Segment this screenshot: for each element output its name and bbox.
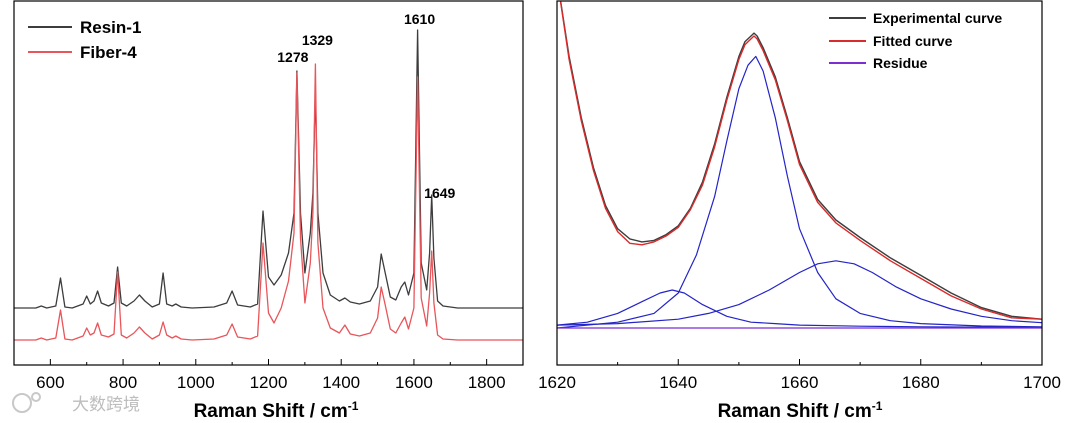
right-series-group xyxy=(557,1,1042,329)
right-ticks-group: 1620 1640 1660 1680 1700 xyxy=(538,359,1061,392)
right-legend: Experimental curve Fitted curve Residue xyxy=(829,10,1002,71)
right-x-tick-label: 1660 xyxy=(781,373,819,392)
left-x-axis-label-sup: -1 xyxy=(348,399,359,413)
legend-label-fiber-4: Fiber-4 xyxy=(80,43,137,62)
peak-label-1610: 1610 xyxy=(404,11,435,27)
peak-label-1278: 1278 xyxy=(277,49,308,65)
right-x-tick-label: 1620 xyxy=(538,373,576,392)
legend-label-residue: Residue xyxy=(873,55,928,71)
left-x-axis-label: Raman Shift / cm-1 xyxy=(194,399,359,422)
left-x-tick-label: 600 xyxy=(36,373,64,392)
peak-label-1649: 1649 xyxy=(424,185,455,201)
legend-label-experimental-curve: Experimental curve xyxy=(873,10,1002,26)
left-legend: Resin-1 Fiber-4 xyxy=(28,18,141,62)
series-line-resin-1 xyxy=(14,29,523,309)
right-x-tick-label: 1640 xyxy=(659,373,697,392)
left-x-tick-label: 800 xyxy=(109,373,137,392)
left-x-tick-label: 1800 xyxy=(468,373,506,392)
left-x-tick-label: 1200 xyxy=(250,373,288,392)
left-x-tick-label: 1600 xyxy=(395,373,433,392)
right-x-axis-label-sup: -1 xyxy=(872,399,883,413)
left-x-tick-label: 1400 xyxy=(322,373,360,392)
series-line-fiber-4 xyxy=(14,63,523,341)
right-x-tick-label: 1700 xyxy=(1023,373,1061,392)
component-peak-2 xyxy=(557,55,1042,329)
right-plot-frame xyxy=(556,0,1043,366)
series-line-experimental-curve xyxy=(559,1,1042,320)
watermark: 大数跨境 xyxy=(12,392,140,414)
component-peak-3 xyxy=(557,260,1042,326)
legend-label-fitted-curve: Fitted curve xyxy=(873,33,953,49)
right-x-axis-label: Raman Shift / cm-1 xyxy=(718,399,883,422)
right-chart: 1620 1640 1660 1680 1700 Experimental curve … xyxy=(538,0,1061,422)
left-plot-frame xyxy=(13,0,524,366)
left-x-tick-label: 1000 xyxy=(177,373,215,392)
right-x-tick-label: 1680 xyxy=(902,373,940,392)
left-series-group xyxy=(14,29,523,341)
watermark-logo-icon-dot xyxy=(31,392,41,402)
left-chart: 600 800 1000 1200 1400 1600 1800 1278132916101… xyxy=(13,0,524,422)
watermark-logo-icon xyxy=(12,393,32,413)
left-ticks-group: 600 800 1000 1200 1400 1600 1800 xyxy=(13,359,524,392)
watermark-text: 大数跨境 xyxy=(72,395,140,414)
series-line-fitted-curve xyxy=(559,1,1042,320)
peak-label-1329: 1329 xyxy=(302,32,333,48)
component-peak-1 xyxy=(557,289,1042,328)
legend-label-resin-1: Resin-1 xyxy=(80,18,141,37)
